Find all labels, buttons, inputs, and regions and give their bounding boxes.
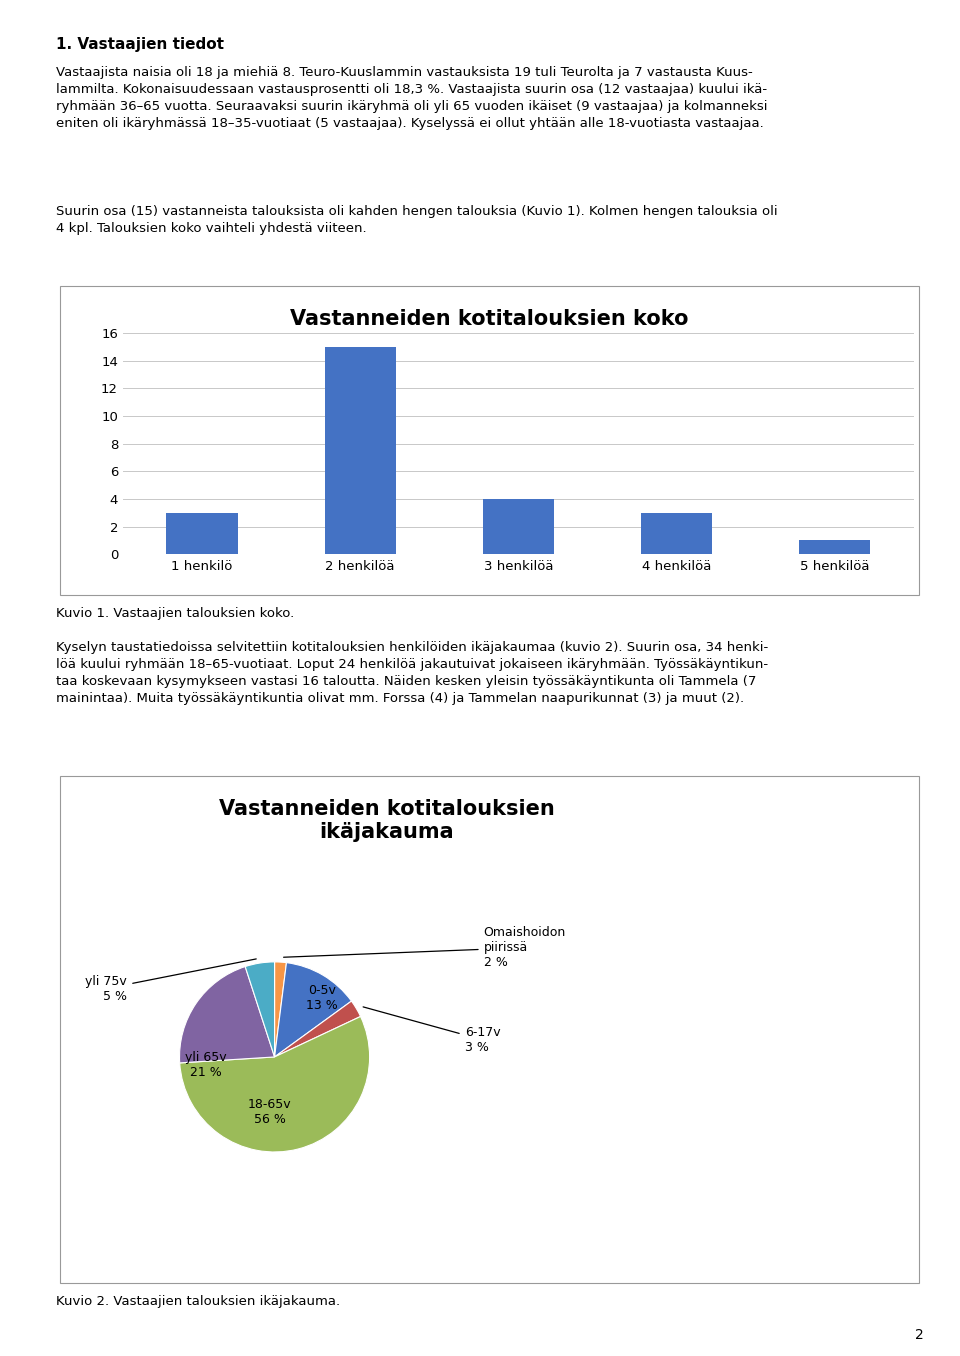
Text: Omaishoidon
piirissä
2 %: Omaishoidon piirissä 2 % xyxy=(283,926,565,970)
Text: yli 75v
5 %: yli 75v 5 % xyxy=(85,959,256,1002)
Text: Vastanneiden kotitalouksien
ikäjakauma: Vastanneiden kotitalouksien ikäjakauma xyxy=(219,799,555,842)
Text: Vastaajista naisia oli 18 ja miehiä 8. Teuro-Kuuslammin vastauksista 19 tuli Teu: Vastaajista naisia oli 18 ja miehiä 8. T… xyxy=(56,66,767,130)
Wedge shape xyxy=(245,961,275,1056)
Text: 1. Vastaajien tiedot: 1. Vastaajien tiedot xyxy=(56,37,224,52)
Wedge shape xyxy=(275,1001,361,1056)
Text: 6-17v
3 %: 6-17v 3 % xyxy=(363,1008,500,1054)
Bar xyxy=(324,347,396,555)
Wedge shape xyxy=(180,1017,370,1153)
Text: 18-65v
56 %: 18-65v 56 % xyxy=(248,1098,292,1125)
Wedge shape xyxy=(275,963,351,1056)
Text: Kuvio 1. Vastaajien talouksien koko.: Kuvio 1. Vastaajien talouksien koko. xyxy=(56,606,294,620)
Text: 0-5v
13 %: 0-5v 13 % xyxy=(306,984,338,1012)
Text: 2: 2 xyxy=(915,1329,924,1342)
Bar xyxy=(800,541,871,555)
Text: yli 65v
21 %: yli 65v 21 % xyxy=(185,1051,227,1078)
Bar xyxy=(483,499,554,555)
Text: Vastanneiden kotitalouksien koko: Vastanneiden kotitalouksien koko xyxy=(290,309,689,330)
Bar xyxy=(641,513,712,555)
Text: Kyselyn taustatiedoissa selvitettiin kotitalouksien henkilöiden ikäjakaumaa (kuv: Kyselyn taustatiedoissa selvitettiin kot… xyxy=(56,641,768,705)
Text: Suurin osa (15) vastanneista talouksista oli kahden hengen talouksia (Kuvio 1). : Suurin osa (15) vastanneista talouksista… xyxy=(56,206,778,236)
Wedge shape xyxy=(180,967,275,1063)
Text: Kuvio 2. Vastaajien talouksien ikäjakauma.: Kuvio 2. Vastaajien talouksien ikäjakaum… xyxy=(56,1295,340,1307)
Wedge shape xyxy=(275,961,286,1056)
Bar xyxy=(166,513,237,555)
